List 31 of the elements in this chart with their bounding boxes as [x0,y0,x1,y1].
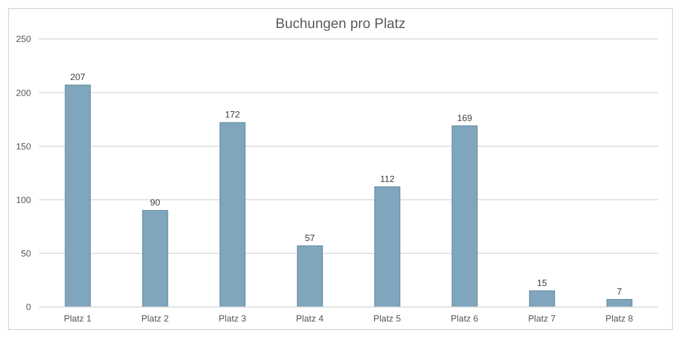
data-label: 169 [457,112,472,123]
x-tick-label: Platz 1 [64,313,92,324]
x-tick-label: Platz 3 [218,313,246,324]
data-label: 112 [380,174,394,184]
chart-title: Buchungen pro Platz [274,15,406,31]
bar [64,84,91,307]
y-tick-label: 250 [16,34,31,44]
y-tick-label: 200 [16,88,31,98]
x-tick-label: Platz 2 [141,313,169,324]
y-tick-label: 50 [20,248,31,259]
bar [374,186,400,307]
bar [452,125,478,307]
y-tick-label: 150 [16,141,31,152]
y-tick-label: 0 [26,302,31,312]
x-tick-label: Platz 5 [373,313,401,324]
data-label: 15 [537,278,548,288]
data-label: 207 [70,72,86,82]
x-tick-label: Platz 8 [606,313,634,324]
x-tick-label: Platz 4 [296,313,324,324]
bar [606,298,632,307]
x-tick-label: Platz 6 [450,313,478,324]
bar [296,245,323,307]
data-label: 172 [225,110,240,120]
y-tick-label: 100 [16,194,31,205]
bar [529,290,556,307]
data-label: 57 [304,232,315,243]
data-label: 7 [616,286,622,296]
bar [220,122,246,307]
bar [142,210,168,307]
data-label: 90 [150,198,160,208]
x-tick-label: Platz 7 [528,313,556,324]
